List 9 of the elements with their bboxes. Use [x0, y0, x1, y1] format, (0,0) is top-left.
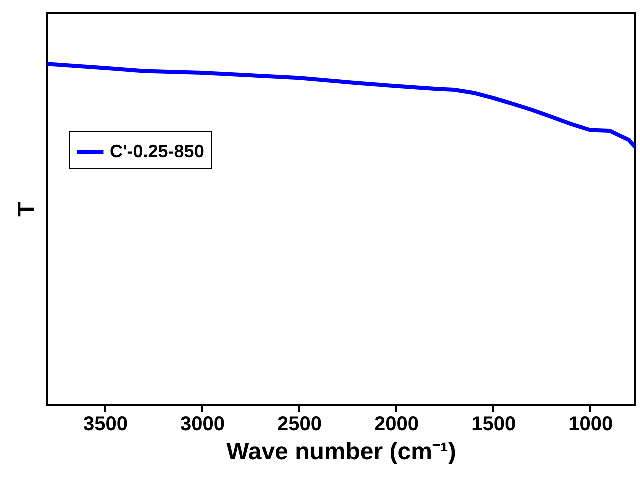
x-tick-label: 3500: [83, 414, 128, 436]
x-tick-label: 2500: [278, 414, 322, 436]
legend-label: C'-0.25-850: [110, 142, 204, 162]
x-tick-label: 2000: [374, 414, 420, 436]
y-axis-title: T: [14, 202, 40, 217]
x-tick-label: 3000: [180, 414, 225, 436]
x-axis-title: Wave number (cm⁻¹): [226, 438, 456, 466]
x-tick-label: 1000: [568, 414, 614, 436]
x-tick-label: 1500: [472, 414, 516, 436]
